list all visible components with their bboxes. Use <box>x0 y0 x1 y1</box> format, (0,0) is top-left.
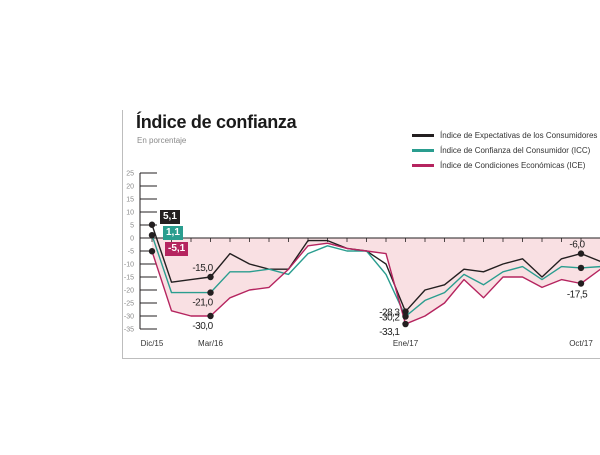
svg-text:-6,0: -6,0 <box>569 240 585 251</box>
svg-text:15: 15 <box>126 197 134 204</box>
svg-text:-15: -15 <box>124 275 134 282</box>
legend-swatch-magenta <box>412 164 434 167</box>
legend-label: Índice de Confianza del Consumidor (ICC) <box>440 146 591 155</box>
legend-label: Índice de Condiciones Económicas (ICE) <box>440 161 586 170</box>
data-markers <box>148 221 585 328</box>
chart-subtitle: En porcentaje <box>137 136 187 145</box>
badge-ice-start: -5,1 <box>165 242 189 256</box>
svg-text:-30,0: -30,0 <box>192 321 213 332</box>
svg-text:-33,1: -33,1 <box>379 327 400 338</box>
svg-text:Ene/17: Ene/17 <box>393 339 419 348</box>
svg-text:Oct/17: Oct/17 <box>569 339 593 348</box>
svg-text:25: 25 <box>126 171 134 178</box>
series-lines <box>151 224 600 325</box>
chart-title: Índice de confianza <box>136 112 297 132</box>
legend: Índice de Expectativas de los Consumidor… <box>412 128 597 173</box>
svg-text:-10: -10 <box>124 262 134 269</box>
shaded-area <box>152 238 600 325</box>
svg-text:Dic/15: Dic/15 <box>141 339 164 348</box>
svg-text:5: 5 <box>130 223 134 230</box>
x-tick-labels: Dic/15 Mar/16 Ene/17 Oct/17 <box>141 339 594 348</box>
svg-text:-30: -30 <box>124 314 134 321</box>
svg-text:-25: -25 <box>124 301 134 308</box>
legend-item-ice: Índice de Condiciones Económicas (ICE) <box>412 158 597 173</box>
svg-text:-5: -5 <box>128 249 134 256</box>
x-axis <box>140 237 600 242</box>
badge-expectativas-start: 5,1 <box>160 210 180 224</box>
annotations: -15,0 -21,0 -30,0 -28,3-30,2 -33,1 -6,0 -17,5 <box>192 240 588 338</box>
svg-text:-20: -20 <box>124 288 134 295</box>
legend-swatch-teal <box>412 149 434 152</box>
svg-text:-35: -35 <box>124 327 134 334</box>
svg-text:-17,5: -17,5 <box>567 290 588 301</box>
chart-frame <box>122 110 600 359</box>
svg-text:20: 20 <box>126 184 134 191</box>
legend-swatch-black <box>412 134 434 137</box>
legend-item-expectativas: Índice de Expectativas de los Consumidor… <box>412 128 597 143</box>
legend-label: Índice de Expectativas de los Consumidor… <box>440 131 598 140</box>
svg-text:-30,2: -30,2 <box>379 313 400 324</box>
svg-text:-28,3: -28,3 <box>379 308 400 319</box>
svg-text:-15,0: -15,0 <box>192 263 213 274</box>
svg-text:10: 10 <box>126 210 134 217</box>
badge-icc-start: 1,1 <box>163 226 183 240</box>
svg-text:0: 0 <box>130 236 134 243</box>
legend-item-icc: Índice de Confianza del Consumidor (ICC) <box>412 143 597 158</box>
svg-text:Mar/16: Mar/16 <box>198 339 223 348</box>
svg-text:-21,0: -21,0 <box>192 298 213 309</box>
